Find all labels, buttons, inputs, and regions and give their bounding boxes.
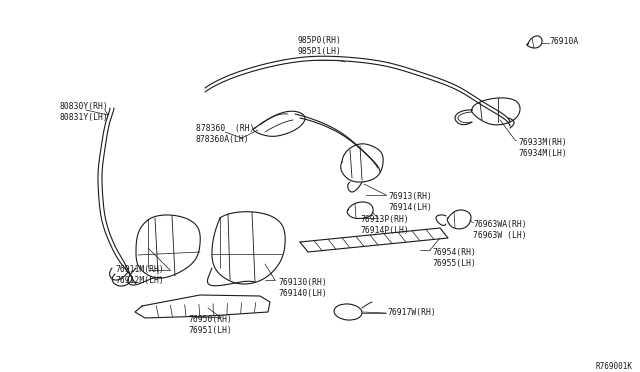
Text: 878360  (RH)
878360A(LH): 878360 (RH) 878360A(LH) bbox=[196, 124, 255, 144]
Text: 76954(RH)
76955(LH): 76954(RH) 76955(LH) bbox=[432, 248, 476, 268]
Text: 80830Y(RH)
80831Y(LH): 80830Y(RH) 80831Y(LH) bbox=[60, 102, 109, 122]
Text: 76917W(RH): 76917W(RH) bbox=[387, 308, 436, 317]
Text: 769130(RH)
769140(LH): 769130(RH) 769140(LH) bbox=[278, 278, 327, 298]
Text: 76933M(RH)
76934M(LH): 76933M(RH) 76934M(LH) bbox=[518, 138, 567, 158]
Text: 76913(RH)
76914(LH): 76913(RH) 76914(LH) bbox=[388, 192, 432, 212]
Text: 76911M(RH)
76912M(LH): 76911M(RH) 76912M(LH) bbox=[115, 265, 164, 285]
Text: 76963WA(RH)
76963W (LH): 76963WA(RH) 76963W (LH) bbox=[473, 220, 527, 240]
Text: 76913P(RH)
76914P(LH): 76913P(RH) 76914P(LH) bbox=[360, 215, 409, 235]
Text: 76950(RH)
76951(LH): 76950(RH) 76951(LH) bbox=[188, 315, 232, 335]
Text: 76910A: 76910A bbox=[549, 38, 579, 46]
Text: 985P0(RH)
985P1(LH): 985P0(RH) 985P1(LH) bbox=[298, 36, 342, 56]
Text: R769001K: R769001K bbox=[595, 362, 632, 371]
